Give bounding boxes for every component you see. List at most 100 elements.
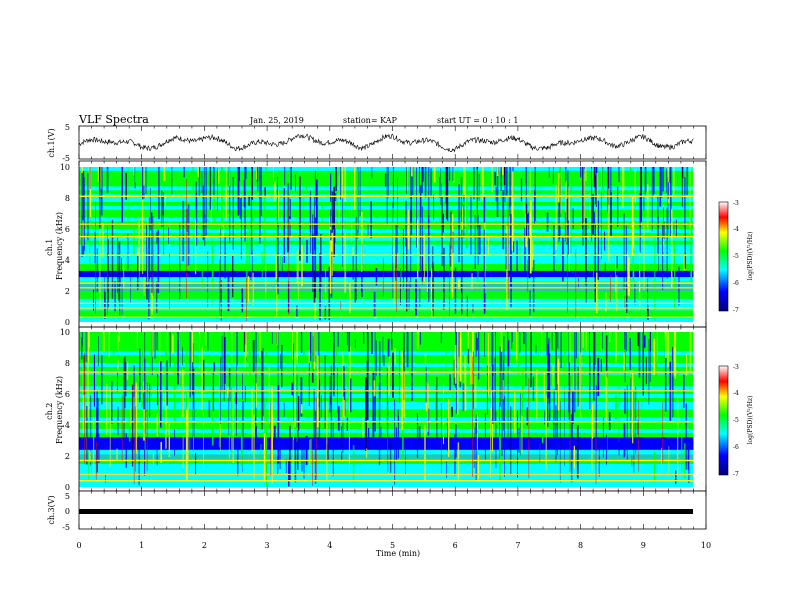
spectrogram-streak — [245, 167, 247, 180]
spectrogram-streak — [623, 213, 625, 290]
spectrogram-streak — [392, 262, 394, 299]
spectrogram-streak — [221, 335, 223, 392]
spectrogram-streak — [461, 229, 463, 315]
spectrogram-band — [79, 335, 694, 340]
spectrogram-band — [79, 397, 694, 402]
spectrogram-streak — [125, 172, 127, 200]
spectrogram-streak — [244, 386, 246, 403]
spectrogram-streak — [330, 209, 332, 227]
spectrogram-band — [79, 178, 694, 183]
spectrogram-streak — [476, 338, 478, 351]
spectrogram-band — [79, 378, 694, 383]
spectrogram-streak — [476, 412, 478, 450]
spectrogram-spike — [662, 402, 664, 463]
spectrogram-streak — [558, 172, 560, 203]
spectrogram-streak — [373, 380, 376, 397]
spectrogram-streak — [144, 332, 146, 363]
spectrogram-line — [79, 473, 694, 476]
spectrogram-streak — [201, 268, 204, 288]
spectrogram-streak — [231, 366, 233, 452]
spectrogram-streak — [543, 371, 545, 402]
spectrogram-streak — [678, 266, 680, 306]
spectrogram-streak — [441, 167, 442, 184]
spectrogram-streak — [663, 167, 666, 189]
spectrogram-streak — [568, 196, 570, 272]
spectrogram-streak — [667, 182, 669, 199]
spectrogram-streak — [495, 411, 497, 469]
ch1-waveform-trace — [78, 133, 694, 153]
spectrogram-streak — [526, 407, 528, 426]
ch1-colorbar-tick-m5: -5 — [733, 253, 739, 260]
spectrogram-streak — [179, 222, 181, 300]
spectrogram-streak — [326, 401, 328, 481]
spectrogram-streak — [510, 406, 512, 476]
spectrogram-streak — [303, 449, 305, 479]
spectrogram-streak — [332, 422, 334, 476]
spectrogram-streak — [105, 474, 106, 483]
spectrogram-streak — [443, 383, 444, 445]
spectrogram-streak — [402, 228, 404, 289]
spectrogram-streak — [660, 167, 663, 198]
spectrogram-streak — [125, 433, 127, 468]
ch1-spectrogram-ylabel: ch.1 Frequency (kHz) — [45, 212, 64, 280]
spectrogram-streak — [330, 173, 332, 202]
spectrogram-streak — [674, 241, 676, 310]
spectrogram-streak — [344, 167, 347, 203]
spectrogram-streak — [263, 433, 266, 482]
spectrogram-streak — [416, 413, 419, 458]
spectrogram-streak — [491, 167, 493, 193]
start-time-label: start UT = 0 : 10 : 1 — [437, 116, 518, 125]
spectrogram-streak — [689, 332, 692, 371]
ch2-colorbar-tick-m5: -5 — [733, 417, 739, 424]
spectrogram-streak — [519, 413, 521, 458]
spectrogram-streak — [308, 363, 310, 406]
spectrogram-streak — [157, 374, 159, 406]
spectrogram-streak — [616, 275, 618, 312]
spectrogram-streak — [395, 427, 398, 461]
spectrogram-band — [79, 428, 694, 433]
spectrogram-streak — [150, 332, 152, 397]
spectrogram-streak — [466, 295, 468, 317]
spectrogram-streak — [118, 241, 120, 302]
spectrogram-streak — [455, 365, 457, 414]
spectrogram-streak — [82, 362, 85, 434]
ch2-colorbar — [718, 365, 729, 476]
spectrogram-streak — [300, 332, 303, 353]
spectrogram-streak — [131, 384, 134, 467]
x-tick-label: 1 — [139, 541, 144, 550]
spectrogram-streak — [231, 332, 233, 363]
spectrogram-spike — [449, 243, 450, 316]
spectrogram-streak — [289, 425, 291, 481]
spectrogram-band — [79, 347, 694, 352]
spectrogram-band — [79, 248, 694, 253]
spectrogram-streak — [463, 193, 465, 202]
spectrogram-streak — [344, 233, 347, 294]
spectrogram-streak — [459, 377, 461, 388]
spectrogram-streak — [505, 167, 508, 197]
spectrogram-streak — [452, 231, 454, 254]
spectrogram-streak — [596, 173, 598, 256]
spectrogram-streak — [416, 332, 419, 350]
spectrogram-streak — [633, 390, 635, 473]
spectrogram-streak — [625, 225, 627, 287]
ch2-ytick-8: 8 — [65, 359, 70, 368]
spectrogram-streak — [300, 377, 303, 417]
spectrogram-band — [79, 291, 694, 295]
spectrogram-streak — [411, 332, 413, 402]
ch2-colorbar-tick-m7: -7 — [733, 471, 739, 478]
spectrogram-streak — [121, 167, 123, 223]
spectrogram-streak — [391, 338, 393, 350]
spectrogram-streak — [519, 332, 521, 354]
spectrogram-line — [79, 254, 694, 256]
spectrogram-streak — [328, 266, 331, 321]
spectrogram-line — [79, 371, 694, 373]
spectrogram-streak — [204, 214, 206, 247]
spectrogram-streak — [324, 305, 327, 320]
spectrogram-streak — [490, 408, 491, 478]
spectrogram-streak — [483, 196, 485, 263]
spectrogram-streak — [151, 289, 153, 315]
spectrogram-streak — [138, 219, 140, 272]
spectrogram-streak — [653, 338, 655, 375]
spectrogram-streak — [220, 280, 222, 321]
spectrogram-streak — [673, 222, 675, 234]
